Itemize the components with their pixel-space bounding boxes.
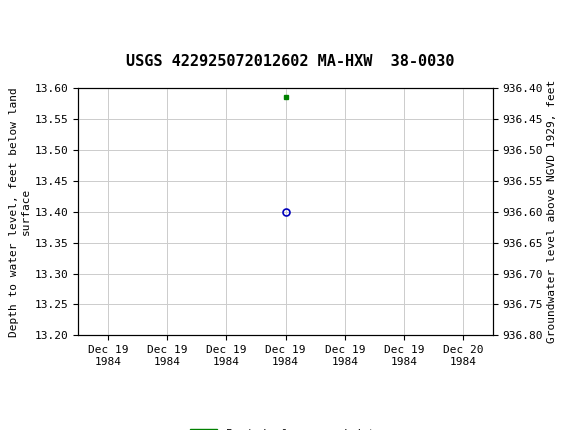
Text: ≋USGS: ≋USGS <box>10 16 70 31</box>
Y-axis label: Groundwater level above NGVD 1929, feet: Groundwater level above NGVD 1929, feet <box>548 80 557 344</box>
Text: USGS 422925072012602 MA-HXW  38-0030: USGS 422925072012602 MA-HXW 38-0030 <box>126 54 454 69</box>
Legend: Period of approved data: Period of approved data <box>185 424 386 430</box>
Y-axis label: Depth to water level, feet below land
surface: Depth to water level, feet below land su… <box>9 87 31 337</box>
